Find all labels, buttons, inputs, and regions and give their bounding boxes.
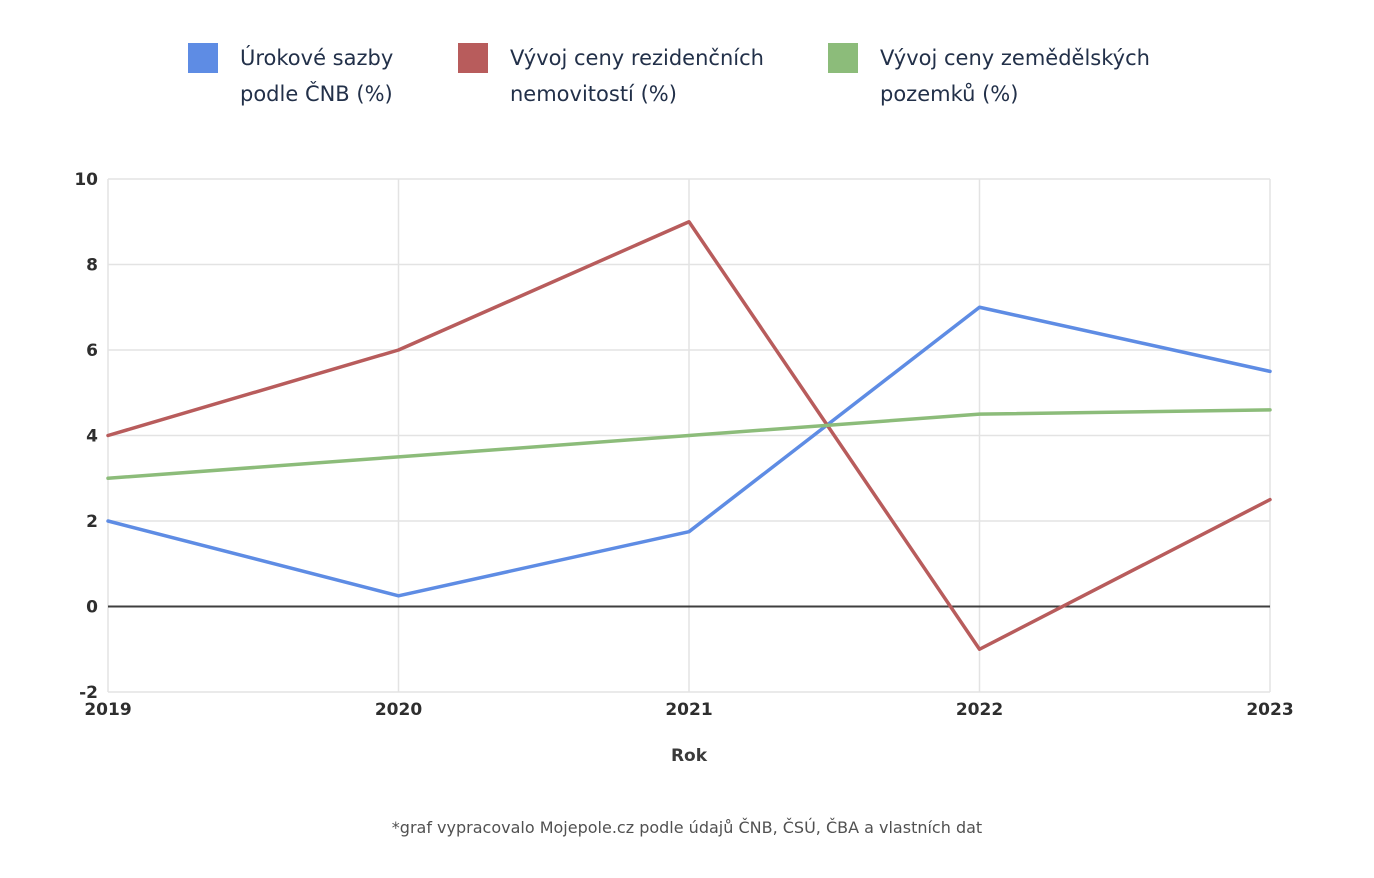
x-tick-label: 2019 (84, 700, 131, 720)
series-line (106, 220, 1272, 651)
legend-swatch-red-icon (458, 43, 488, 73)
series-line (106, 305, 1272, 598)
legend-label: Úrokové sazby podle ČNB (%) (240, 40, 393, 112)
legend-label: Vývoj ceny rezidenčních nemovitostí (%) (510, 40, 764, 112)
legend-label-line2: podle ČNB (%) (240, 82, 393, 106)
y-tick-label: 10 (74, 170, 98, 190)
series-line (106, 408, 1272, 480)
y-tick-label: 8 (86, 256, 98, 276)
legend-label-line2: nemovitostí (%) (510, 82, 677, 106)
legend-label: Vývoj ceny zemědělských pozemků (%) (880, 40, 1150, 112)
legend-label-line1: Úrokové sazby (240, 46, 394, 70)
source-note: *graf vypracovalo Mojepole.cz podle údaj… (391, 818, 983, 837)
y-tick-label: -2 (79, 683, 98, 703)
x-tick-label: 2023 (1246, 700, 1293, 720)
legend-swatch-blue-icon (188, 43, 218, 73)
data-series (106, 220, 1272, 651)
axis-tick-labels: -2 0 2 4 6 8 10 2019 2020 2021 2022 2023 (74, 170, 1293, 720)
y-tick-label: 6 (86, 341, 98, 361)
legend-item-rezidencni-nemovitosti: Vývoj ceny rezidenčních nemovitostí (%) (458, 40, 764, 112)
grid-lines (107, 178, 1271, 693)
y-tick-label: 4 (86, 427, 98, 447)
legend-label-line2: pozemků (%) (880, 82, 1019, 106)
x-tick-label: 2020 (375, 700, 422, 720)
chart-legend: Úrokové sazby podle ČNB (%) Vývoj ceny r… (0, 0, 1374, 130)
legend-swatch-green-icon (828, 43, 858, 73)
x-tick-label: 2021 (665, 700, 712, 720)
legend-item-urokove-sazby: Úrokové sazby podle ČNB (%) (188, 40, 393, 112)
x-axis-title: Rok (670, 746, 708, 766)
legend-label-line1: Vývoj ceny rezidenčních (510, 46, 764, 70)
x-tick-label: 2022 (956, 700, 1003, 720)
legend-item-zemedelske-pozemky: Vývoj ceny zemědělských pozemků (%) (828, 40, 1150, 112)
y-tick-label: 2 (86, 512, 98, 532)
y-tick-label: 0 (86, 598, 98, 618)
legend-label-line1: Vývoj ceny zemědělských (880, 46, 1150, 70)
